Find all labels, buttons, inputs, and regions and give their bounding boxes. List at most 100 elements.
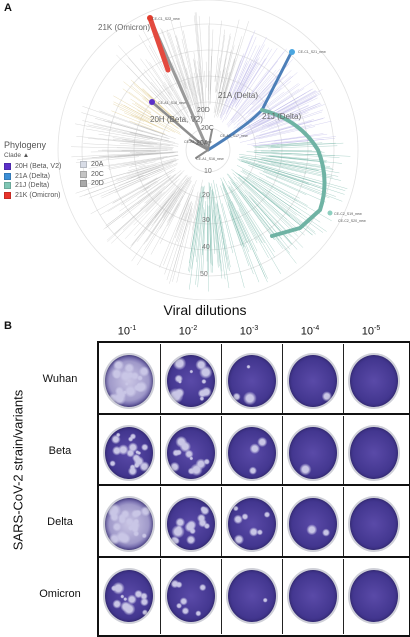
well-cell xyxy=(160,559,220,634)
well-cell xyxy=(282,487,342,562)
legend-label: 20D xyxy=(91,180,104,187)
legend-swatch xyxy=(80,161,87,168)
tree-branch xyxy=(222,184,246,242)
plaque-well xyxy=(165,425,217,481)
phylogenetic-tree: 21K (Omicron) 21A (Delta) 21J (Delta) 20… xyxy=(0,0,410,300)
plaque-well xyxy=(103,425,155,481)
strain-label: Omicron xyxy=(28,588,92,600)
plate-row-delta xyxy=(97,484,410,565)
well-cell xyxy=(343,344,403,419)
well-cell xyxy=(282,559,342,634)
dilution-header: 10-3 xyxy=(219,325,279,338)
tip-label: CE-A1_S18_new xyxy=(158,101,186,105)
plaque-well xyxy=(226,568,278,624)
strain-label: Wuhan xyxy=(28,373,92,385)
plaque-well xyxy=(103,568,155,624)
dilution-header: 10-4 xyxy=(280,325,340,338)
well-cell xyxy=(221,487,281,562)
tree-branch xyxy=(206,62,207,88)
tip-label: CE-A3_S17_new xyxy=(220,134,248,138)
well-cell xyxy=(343,487,403,562)
tree-branch xyxy=(210,29,213,104)
legend-swatch xyxy=(80,180,87,187)
dilution-header: 10-1 xyxy=(97,325,157,338)
tree-branch xyxy=(123,194,162,231)
radial-tick-label: 10 xyxy=(204,168,212,175)
tree-branch xyxy=(130,152,160,153)
tip-label: CE-A1_S16_new xyxy=(196,157,224,161)
legend-left-item: 20H (Beta, V2) xyxy=(4,162,61,172)
legend-subtitle[interactable]: Clade ▲ xyxy=(4,152,61,159)
delta-a-tip-marker xyxy=(289,49,295,55)
tree-branch xyxy=(135,103,151,113)
legend-swatch xyxy=(4,182,11,189)
clade-legend: Phylogeny Clade ▲ 20H (Beta, V2) 21A (Del… xyxy=(4,140,61,200)
radial-tick-label: 20 xyxy=(202,192,210,199)
radial-tick-label: 40 xyxy=(202,244,210,251)
plaque-well xyxy=(165,496,217,552)
plaque-well xyxy=(103,496,155,552)
legend-swatch xyxy=(4,163,11,170)
well-cell xyxy=(160,416,220,491)
legend-right-item: 20A xyxy=(80,160,104,170)
plate-row-wuhan xyxy=(97,341,410,422)
legend-swatch xyxy=(4,192,11,199)
legend-swatch xyxy=(80,171,87,178)
plate-row-beta xyxy=(97,413,410,494)
legend-right-item: 20C xyxy=(80,170,104,180)
tree-branch xyxy=(123,82,162,114)
label-21k-omicron: 21K (Omicron) xyxy=(98,23,150,32)
tree-branch xyxy=(205,71,207,109)
tip-label: CE-C1_S22_new xyxy=(152,17,180,21)
legend-label: 20A xyxy=(91,161,103,168)
well-cell xyxy=(221,559,281,634)
tree-branch xyxy=(194,60,201,104)
well-cell xyxy=(221,344,281,419)
plaque-well xyxy=(226,425,278,481)
plaque-well xyxy=(348,496,400,552)
plaque-well xyxy=(287,496,339,552)
beta-tip-marker xyxy=(149,99,155,105)
label-20d: 20D xyxy=(197,107,210,114)
legend-left-item: 21A (Delta) xyxy=(4,172,61,182)
tree-branch xyxy=(122,139,178,146)
caret-up-icon[interactable]: ▲ xyxy=(23,152,29,159)
tip-label: CE-C1_S21_new xyxy=(298,50,326,54)
label-20c: 20C xyxy=(201,125,214,132)
legend-label: 21J (Delta) xyxy=(15,182,49,189)
plaque-well xyxy=(226,496,278,552)
well-cell xyxy=(282,416,342,491)
plaque-well xyxy=(226,353,278,409)
well-cell xyxy=(99,416,159,491)
legend-title: Phylogeny xyxy=(4,140,61,150)
dilution-header: 10-5 xyxy=(341,325,401,338)
tip-label: CE-A1_S15_new xyxy=(184,140,212,144)
plaque-well xyxy=(165,568,217,624)
legend-label: 21K (Omicron) xyxy=(15,192,61,199)
well-cell xyxy=(99,487,159,562)
well-cell xyxy=(160,487,220,562)
plaque-well xyxy=(287,568,339,624)
y-axis-label: SARS-CoV-2 strain/variants xyxy=(11,390,26,550)
plaque-well xyxy=(287,353,339,409)
well-cell xyxy=(343,416,403,491)
plaque-well xyxy=(165,353,217,409)
label-21j-delta: 21J (Delta) xyxy=(262,112,301,121)
tree-branch xyxy=(169,206,191,284)
plaque-well xyxy=(103,353,155,409)
well-cell xyxy=(343,559,403,634)
radial-tick-label: 50 xyxy=(200,271,208,278)
legend-left-item: 21K (Omicron) xyxy=(4,191,61,201)
plaque-well xyxy=(348,353,400,409)
plaque-well xyxy=(348,568,400,624)
plate-row-omicron xyxy=(97,556,410,637)
tree-branch xyxy=(164,203,189,274)
legend-label: 20H (Beta, V2) xyxy=(15,163,61,170)
well-cell xyxy=(99,344,159,419)
label-20h-beta: 20H (Beta, V2) xyxy=(150,115,203,124)
viral-dilutions-title: Viral dilutions xyxy=(0,302,410,318)
plaque-well xyxy=(287,425,339,481)
tip-label: CE-C2_S20_new xyxy=(338,219,366,223)
well-cell xyxy=(160,344,220,419)
